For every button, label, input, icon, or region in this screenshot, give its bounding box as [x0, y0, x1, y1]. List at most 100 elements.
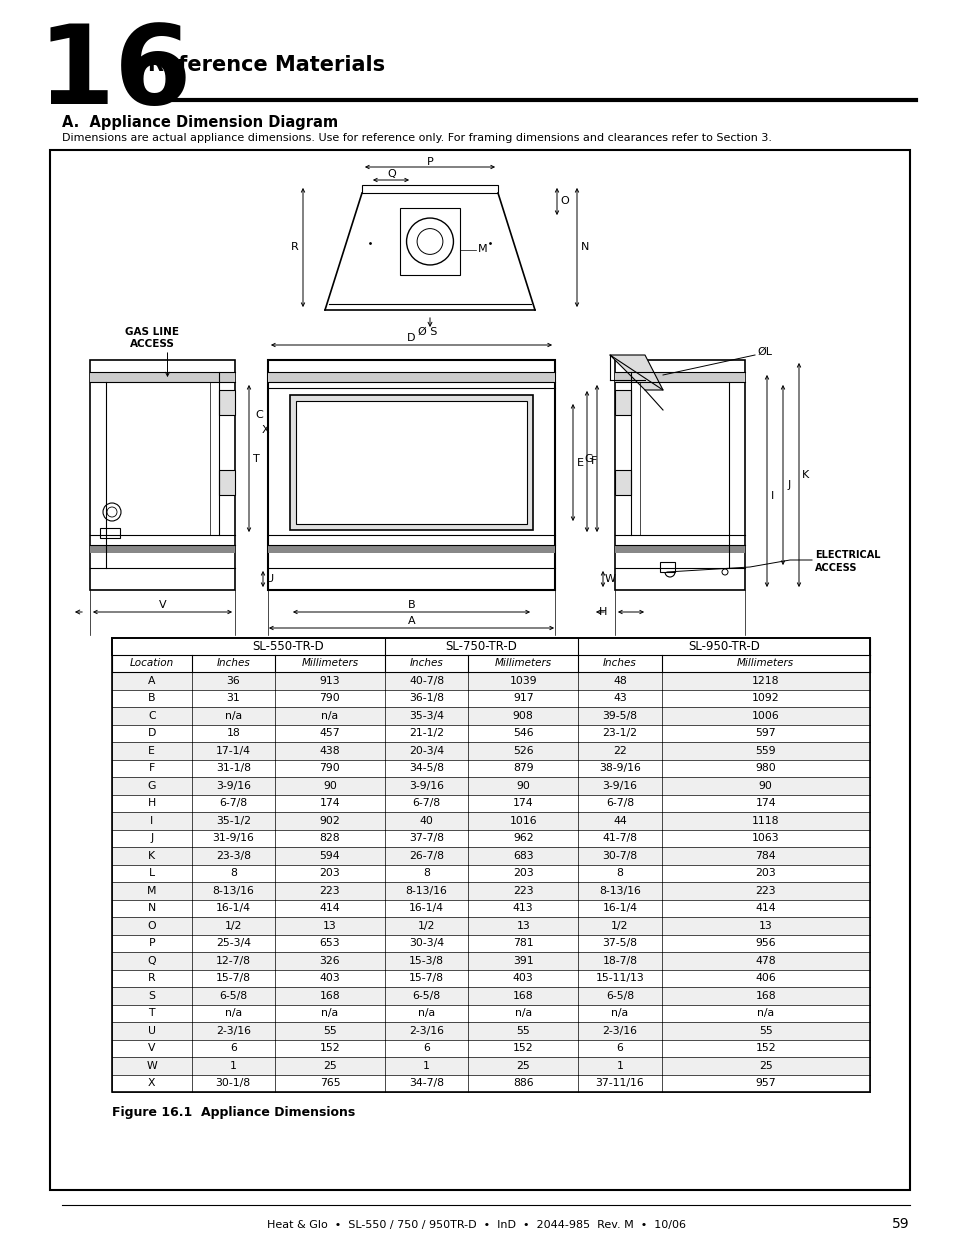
Text: 17-1/4: 17-1/4	[215, 746, 251, 756]
Text: 223: 223	[755, 885, 776, 895]
Text: 8-13/16: 8-13/16	[213, 885, 253, 895]
Bar	[615, 390, 630, 415]
Circle shape	[103, 503, 121, 521]
Text: 6-7/8: 6-7/8	[412, 798, 440, 808]
Text: 6-5/8: 6-5/8	[219, 990, 247, 1000]
Text: Millimeters: Millimeters	[495, 658, 551, 668]
Text: 31: 31	[226, 693, 240, 703]
Text: F: F	[590, 457, 597, 467]
Bar	[268, 545, 555, 553]
Text: 1118: 1118	[751, 816, 779, 826]
Text: 913: 913	[319, 676, 340, 685]
Bar	[615, 471, 630, 495]
Text: 15-7/8: 15-7/8	[409, 973, 443, 983]
Circle shape	[416, 228, 442, 254]
Bar	[268, 359, 555, 590]
Bar	[112, 830, 869, 847]
Text: Ø S: Ø S	[417, 327, 437, 337]
Text: Millimeters: Millimeters	[737, 658, 794, 668]
Text: Location: Location	[130, 658, 173, 668]
Text: 48: 48	[613, 676, 626, 685]
Text: 683: 683	[513, 851, 533, 861]
Text: n/a: n/a	[321, 711, 338, 721]
Text: n/a: n/a	[225, 1008, 242, 1018]
Text: H: H	[598, 606, 606, 618]
Text: E: E	[576, 457, 583, 468]
Text: 438: 438	[319, 746, 340, 756]
Text: I: I	[150, 816, 153, 826]
Text: 16-1/4: 16-1/4	[215, 903, 251, 913]
Text: 1/2: 1/2	[611, 921, 628, 931]
Text: 25: 25	[516, 1061, 530, 1071]
Text: 413: 413	[513, 903, 533, 913]
Text: 902: 902	[319, 816, 340, 826]
Text: X: X	[261, 425, 269, 435]
Text: 478: 478	[755, 956, 776, 966]
Bar	[112, 777, 869, 794]
Text: Dimensions are actual appliance dimensions. Use for reference only. For framing : Dimensions are actual appliance dimensio…	[62, 133, 771, 143]
Bar	[399, 207, 459, 275]
Text: n/a: n/a	[611, 1008, 628, 1018]
Text: 1039: 1039	[509, 676, 537, 685]
Text: Inches: Inches	[216, 658, 250, 668]
Text: 12-7/8: 12-7/8	[215, 956, 251, 966]
Text: 203: 203	[319, 868, 340, 878]
Text: 8: 8	[230, 868, 236, 878]
Text: 765: 765	[319, 1078, 340, 1088]
Text: 43: 43	[613, 693, 626, 703]
Text: 36: 36	[226, 676, 240, 685]
Text: K: K	[801, 471, 809, 480]
Bar	[112, 918, 869, 935]
Text: O: O	[148, 921, 156, 931]
Text: G: G	[148, 781, 156, 790]
Text: 34-7/8: 34-7/8	[409, 1078, 443, 1088]
Bar	[112, 987, 869, 1004]
Text: 30-3/4: 30-3/4	[409, 939, 444, 948]
Text: 559: 559	[755, 746, 776, 756]
Text: ACCESS: ACCESS	[814, 563, 857, 573]
Text: 6-5/8: 6-5/8	[605, 990, 633, 1000]
Text: A: A	[407, 616, 415, 626]
Bar	[219, 471, 234, 495]
Text: V: V	[158, 600, 166, 610]
Text: 40: 40	[419, 816, 433, 826]
Text: 13: 13	[323, 921, 336, 931]
Text: P: P	[426, 157, 433, 167]
Text: 15-3/8: 15-3/8	[409, 956, 443, 966]
Text: J: J	[786, 480, 790, 490]
Text: 152: 152	[513, 1044, 533, 1053]
Text: 20-3/4: 20-3/4	[409, 746, 444, 756]
Text: SL-750-TR-D: SL-750-TR-D	[445, 640, 517, 653]
Bar	[112, 899, 869, 918]
Text: 37-5/8: 37-5/8	[601, 939, 637, 948]
Polygon shape	[609, 354, 662, 390]
Text: U: U	[266, 574, 274, 584]
Text: 917: 917	[513, 693, 533, 703]
Text: N: N	[148, 903, 155, 913]
Text: H: H	[148, 798, 155, 808]
Text: Q: Q	[148, 956, 156, 966]
Bar	[112, 935, 869, 952]
Text: Figure 16.1  Appliance Dimensions: Figure 16.1 Appliance Dimensions	[112, 1107, 355, 1119]
Text: 790: 790	[319, 763, 340, 773]
Bar	[112, 706, 869, 725]
Text: I: I	[771, 492, 774, 501]
Bar	[112, 794, 869, 811]
Text: 653: 653	[319, 939, 340, 948]
Text: R: R	[148, 973, 155, 983]
Text: ELECTRICAL: ELECTRICAL	[814, 550, 880, 559]
Text: 55: 55	[758, 1026, 772, 1036]
Bar	[112, 847, 869, 864]
Text: Q: Q	[387, 169, 395, 179]
Text: 223: 223	[513, 885, 533, 895]
Text: 1: 1	[423, 1061, 430, 1071]
Text: 6: 6	[423, 1044, 430, 1053]
Text: A: A	[148, 676, 155, 685]
Text: 3-9/16: 3-9/16	[601, 781, 637, 790]
Text: ØL: ØL	[757, 347, 771, 357]
Text: 391: 391	[513, 956, 533, 966]
Text: 326: 326	[319, 956, 340, 966]
Text: 546: 546	[513, 729, 533, 739]
Text: 35-3/4: 35-3/4	[409, 711, 443, 721]
Text: 41-7/8: 41-7/8	[601, 834, 637, 844]
